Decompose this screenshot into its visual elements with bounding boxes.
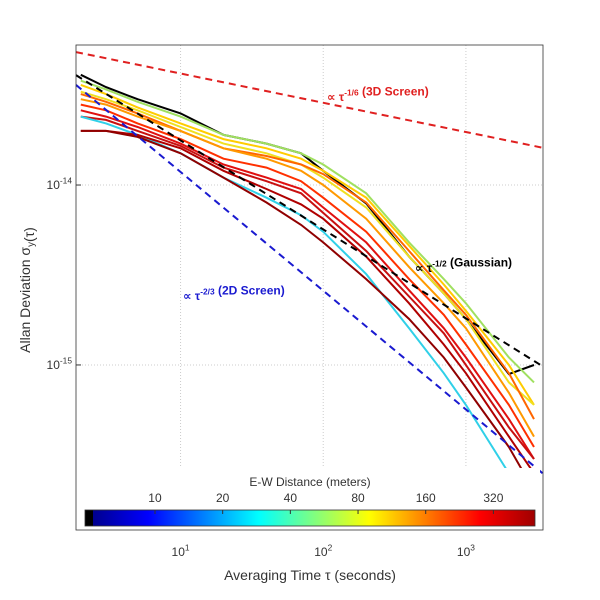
data-line xyxy=(80,90,535,406)
data-line xyxy=(80,109,535,460)
annotation: ∝ τ-1/6 (3D Screen) xyxy=(327,85,429,104)
colorbar-tick-label: 160 xyxy=(416,491,436,505)
data-line xyxy=(80,79,535,384)
data-line xyxy=(80,98,535,438)
colorbar-tick-label: 10 xyxy=(148,491,162,505)
data-line xyxy=(80,129,535,492)
data-line xyxy=(80,83,535,406)
y-tick-label: 10-14 xyxy=(47,176,73,192)
data-line xyxy=(80,103,535,448)
x-axis-label: Averaging Time τ (seconds) xyxy=(224,567,396,583)
data-line xyxy=(80,93,535,420)
x-tick-label: 101 xyxy=(172,543,190,559)
reference-line xyxy=(76,51,543,149)
y-axis-label: Allan Deviation σy(τ) xyxy=(17,227,37,353)
y-tick-label: 10-15 xyxy=(47,356,73,372)
lines xyxy=(76,51,543,514)
reference-line xyxy=(76,74,543,368)
colorbar-tick-label: 40 xyxy=(284,491,298,505)
plot: 101 102 103 10-15 10-14 ∝ τ-1/6 (3D Screen) ∝ … xyxy=(17,44,544,583)
axes-frame xyxy=(75,44,544,531)
colorbar-tick-label: 20 xyxy=(216,491,230,505)
colorbar xyxy=(93,510,535,526)
reference-line xyxy=(76,84,543,475)
x-tick-label: 102 xyxy=(314,543,332,559)
annotation: ∝ τ-1/2 (Gaussian) xyxy=(415,256,512,275)
data-line xyxy=(80,129,535,474)
colorbar-cap xyxy=(85,510,93,526)
colorbar-frame xyxy=(84,509,536,527)
colorbar-title: E-W Distance (meters) xyxy=(249,475,370,489)
data-line xyxy=(80,115,535,460)
x-tick-label: 103 xyxy=(457,543,475,559)
colorbar-tick-label: 80 xyxy=(351,491,365,505)
annotation: ∝ τ-2/3 (2D Screen) xyxy=(183,284,285,303)
colorbar-tick-label: 320 xyxy=(483,491,503,505)
